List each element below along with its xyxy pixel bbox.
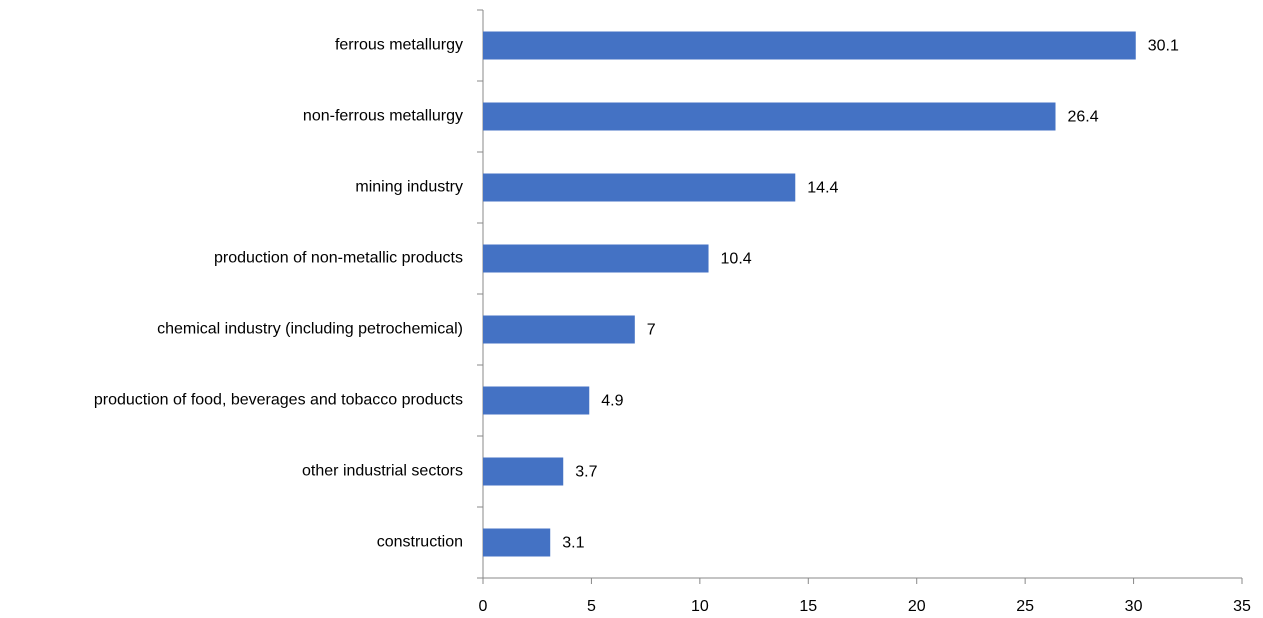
data-label: 14.4 bbox=[807, 180, 838, 197]
y-tick-label: non-ferrous metallurgy bbox=[303, 108, 463, 125]
x-tick-label: 5 bbox=[587, 598, 596, 615]
x-tick-label: 35 bbox=[1233, 598, 1251, 615]
data-label: 26.4 bbox=[1068, 109, 1099, 126]
bar bbox=[483, 31, 1136, 60]
x-tick-label: 20 bbox=[908, 598, 926, 615]
y-tick-label: mining industry bbox=[355, 179, 463, 196]
y-tick-label: other industrial sectors bbox=[302, 463, 463, 480]
data-label: 30.1 bbox=[1148, 38, 1179, 55]
data-label: 4.9 bbox=[601, 393, 623, 410]
data-label: 10.4 bbox=[721, 251, 752, 268]
data-label: 7 bbox=[647, 322, 656, 339]
bar bbox=[483, 386, 590, 415]
data-label: 3.1 bbox=[562, 535, 584, 552]
x-tick-label: 0 bbox=[479, 598, 488, 615]
bar bbox=[483, 457, 564, 486]
y-tick-label: ferrous metallurgy bbox=[335, 37, 463, 54]
x-tick-label: 25 bbox=[1016, 598, 1034, 615]
bar bbox=[483, 244, 709, 273]
x-tick-label: 15 bbox=[799, 598, 817, 615]
data-label: 3.7 bbox=[575, 464, 597, 481]
x-tick-label: 30 bbox=[1125, 598, 1143, 615]
x-tick-label: 10 bbox=[691, 598, 709, 615]
y-tick-label: production of non-metallic products bbox=[214, 250, 463, 267]
bar bbox=[483, 315, 635, 344]
bar bbox=[483, 173, 796, 202]
y-tick-label: chemical industry (including petrochemic… bbox=[157, 321, 463, 338]
bar bbox=[483, 102, 1056, 131]
y-tick-label: construction bbox=[377, 534, 463, 551]
bar bbox=[483, 528, 551, 557]
y-tick-label: production of food, beverages and tobacc… bbox=[94, 392, 463, 409]
